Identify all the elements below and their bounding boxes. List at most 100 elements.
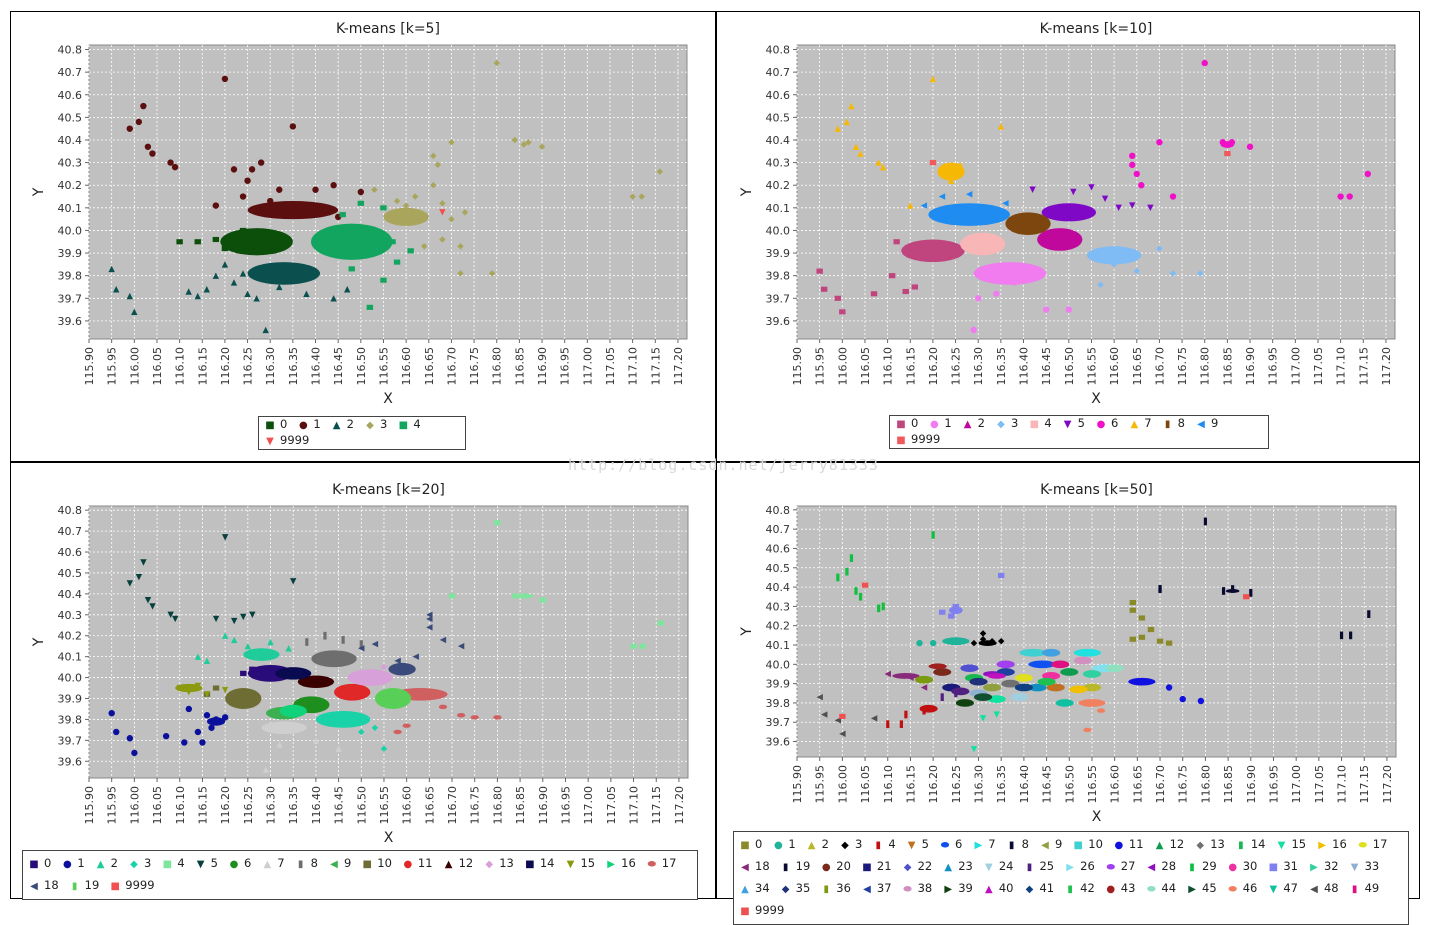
y-tick-label: 40.8 — [766, 504, 791, 517]
y-tick-label: 40.6 — [766, 542, 791, 555]
data-point-18 — [394, 657, 401, 665]
data-point-6 — [1201, 59, 1208, 67]
chart-panel-k10: K-means [k=10] 115.90 115.95 116.00 116.05 11… — [716, 12, 1420, 461]
legend-label: 21 — [876, 859, 892, 873]
legend-item: ▶ 45 — [1187, 878, 1217, 900]
cluster-mass-10 — [225, 688, 262, 709]
data-point-8 — [323, 631, 327, 640]
x-tick-label: 117.05 — [1312, 347, 1325, 386]
horizontal-divider — [10, 461, 1420, 463]
data-point-3 — [393, 197, 401, 205]
x-tick-label: 117.00 — [582, 786, 595, 825]
chart-legend: ■ 0 ● 1 ▲ 2 ◆ 3 ■ 4▼ 9999 — [258, 416, 466, 450]
x-tick-label: 116.60 — [401, 786, 414, 825]
legend-item: ▮ 4 — [873, 834, 896, 856]
cluster-mass-16 — [1069, 685, 1088, 694]
legend-label: 14 — [539, 856, 555, 870]
legend-marker-icon: ▲ — [944, 862, 953, 873]
cluster-mass-34 — [1042, 648, 1061, 657]
x-axis-label: X — [383, 391, 393, 407]
data-point-2 — [244, 642, 252, 650]
x-tick-label: 117.05 — [604, 347, 617, 386]
data-point-3 — [1133, 267, 1140, 275]
legend-marker-icon: ▲ — [741, 884, 749, 895]
data-point-31 — [998, 572, 1005, 579]
chart-svg: K-means [k=5] 115.90 115.95 116.00 116.05 116… — [31, 21, 688, 407]
cluster-mass-4 — [919, 704, 938, 713]
legend-label: 32 — [1323, 859, 1339, 873]
cluster-mass-9 — [983, 683, 1002, 692]
legend-marker-icon: ■ — [265, 420, 275, 431]
y-tick-label: 39.9 — [766, 247, 791, 260]
x-tick-label: 116.00 — [128, 347, 141, 386]
legend-marker-icon: ● — [62, 859, 72, 870]
x-tick-label: 116.30 — [265, 786, 278, 825]
cluster-mass-3 — [383, 207, 429, 226]
legend-label: 13 — [1210, 837, 1225, 851]
legend-marker-icon: ■ — [29, 859, 39, 870]
x-tick-label: 116.20 — [927, 347, 940, 386]
legend-marker-icon: ▮ — [1026, 862, 1033, 873]
y-tick-label: 40.1 — [58, 202, 83, 215]
data-point-8 — [359, 640, 363, 648]
legend-item: ● 1 — [773, 834, 796, 856]
data-point-1 — [271, 209, 278, 216]
legend-label: 8 — [1021, 837, 1029, 851]
data-point-1 — [1042, 306, 1050, 313]
data-point-8 — [1231, 585, 1235, 593]
data-point-3 — [538, 143, 546, 150]
data-point-4 — [512, 593, 519, 599]
legend-label: 0 — [44, 856, 52, 870]
legend-label: 9999 — [911, 432, 941, 446]
data-point-5 — [149, 603, 156, 610]
data-point-8 — [1221, 587, 1226, 595]
x-tick-label: 116.70 — [1153, 347, 1166, 386]
cluster-mass-47 — [1055, 699, 1074, 707]
legend-marker-icon: ■ — [398, 420, 409, 431]
legend-item: ▲ 23 — [943, 856, 973, 878]
cluster-mass-5 — [1041, 203, 1096, 222]
data-point-2 — [194, 292, 201, 300]
x-tick-label: 116.30 — [972, 347, 985, 386]
legend-label: 10 — [377, 856, 392, 870]
data-point-5 — [1029, 186, 1036, 193]
legend-label: 19 — [84, 878, 100, 892]
legend-marker-icon: ▶ — [1066, 862, 1074, 873]
data-point-0 — [870, 291, 878, 297]
legend-item: ⬬ 27 — [1106, 856, 1135, 878]
data-point-8 — [341, 636, 345, 644]
y-tick-label: 40.4 — [766, 581, 791, 594]
x-tick-label: 116.50 — [1063, 347, 1076, 386]
legend-marker-icon: ◀ — [1310, 884, 1318, 895]
legend-item: ◆ 22 — [903, 856, 933, 878]
legend-marker-icon: ▲ — [984, 884, 993, 895]
y-tick-label: 40.2 — [766, 179, 791, 192]
legend-label: 43 — [1120, 881, 1136, 895]
legend-label: 33 — [1364, 859, 1380, 873]
legend-item: ▲ 40 — [984, 878, 1014, 900]
data-point-15 — [185, 689, 193, 696]
legend-label: 6 — [1110, 416, 1119, 430]
y-tick-label: 40.3 — [58, 157, 83, 170]
legend-item: ● 30 — [1228, 856, 1257, 878]
y-tick-label: 39.6 — [766, 315, 791, 328]
legend-label: 0 — [755, 837, 763, 851]
legend-marker-icon: ▼ — [984, 862, 993, 873]
data-point-29 — [877, 604, 881, 613]
data-point-6 — [1364, 170, 1372, 178]
legend-item: ◆ 35 — [781, 878, 811, 900]
legend-label: 17 — [1372, 837, 1388, 851]
data-point-5 — [1101, 195, 1109, 202]
legend-label: 16 — [621, 856, 636, 870]
legend-label: 18 — [44, 878, 59, 892]
x-tick-label: 116.40 — [310, 347, 323, 386]
data-point-11 — [1197, 697, 1205, 705]
data-point-2 — [344, 286, 351, 293]
data-point-3 — [988, 637, 996, 645]
cluster-mass-18 — [892, 673, 920, 679]
data-point-2 — [285, 645, 292, 652]
legend-marker-icon: ▲ — [263, 859, 272, 870]
legend-label: 0 — [280, 417, 288, 431]
cluster-mass-1 — [247, 201, 339, 220]
data-point-3 — [448, 215, 455, 223]
